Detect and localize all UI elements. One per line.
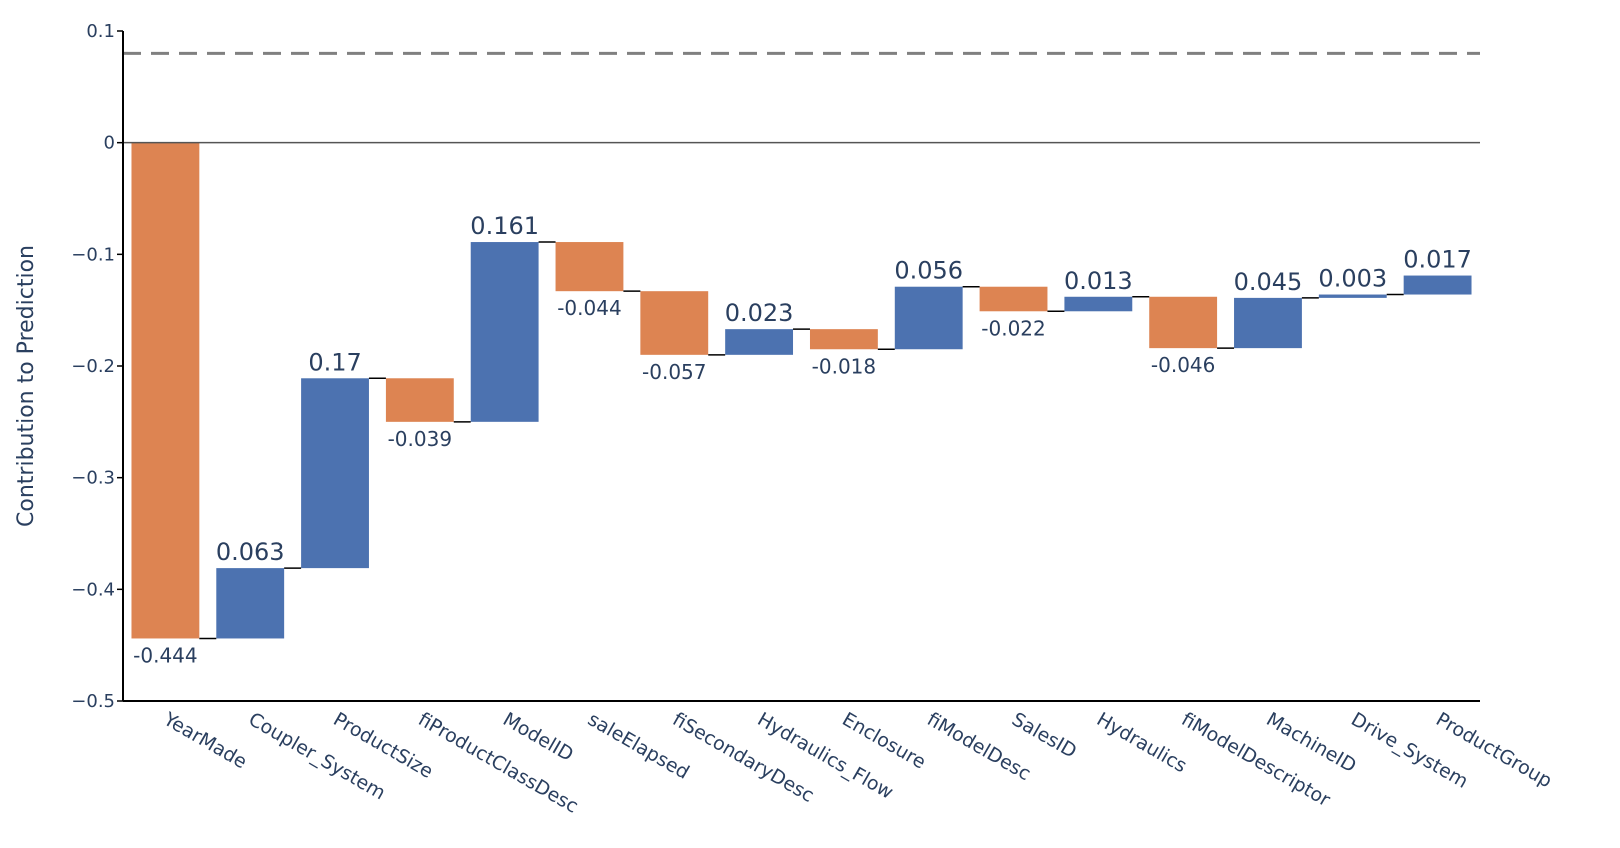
bar [809, 329, 878, 350]
value-label: -0.039 [388, 427, 452, 451]
value-labels-group: -0.444 0.063 0.17 -0.039 0.161 -0.044 -0.057 0.… [133, 212, 1472, 667]
x-category-label: fiProductClassDesc [414, 708, 582, 817]
value-label: 0.003 [1318, 265, 1387, 293]
y-tick-label: 0.1 [86, 21, 115, 42]
value-label: 0.045 [1234, 268, 1303, 296]
x-category-label: fiSecondaryDesc [669, 708, 818, 807]
value-label: -0.022 [981, 316, 1045, 340]
value-label: 0.023 [725, 299, 794, 327]
y-tick-label: −0.5 [71, 691, 115, 712]
value-label: 0.017 [1403, 246, 1472, 274]
bar [979, 286, 1048, 312]
bar [1234, 297, 1302, 349]
y-axis-title: Contribution to Prediction [14, 245, 39, 527]
x-labels-group: YearMadeCoupler_SystemProductSizefiProdu… [159, 708, 1556, 818]
y-ticks-group: 0.1 0 −0.1 −0.2 −0.3 −0.4 −0.5 [71, 21, 123, 712]
value-label: 0.013 [1064, 267, 1133, 295]
bar [470, 242, 539, 422]
value-label: -0.046 [1151, 353, 1215, 377]
value-label: -0.444 [133, 643, 197, 667]
y-tick-label: −0.1 [71, 244, 115, 265]
value-label: 0.161 [470, 212, 539, 240]
y-tick-label: −0.4 [71, 579, 115, 600]
value-label: 0.063 [216, 538, 285, 566]
y-tick-label: −0.3 [71, 468, 115, 489]
x-category-label: Hydraulics [1093, 708, 1191, 777]
connectors-group [199, 241, 1404, 640]
bar [1064, 296, 1133, 312]
bar [131, 142, 200, 639]
x-category-label: fiModelDescriptor [1178, 708, 1334, 811]
bar [555, 242, 624, 292]
value-label: 0.17 [308, 348, 361, 376]
x-category-label: SalesID [1008, 708, 1080, 762]
bar [725, 329, 794, 355]
x-category-label: Coupler_System [245, 708, 389, 804]
bar [216, 568, 285, 639]
bar [301, 378, 369, 569]
bar [894, 286, 963, 350]
bar [1403, 275, 1472, 295]
value-label: 0.056 [894, 257, 963, 285]
value-label: -0.018 [812, 354, 876, 378]
y-tick-label: −0.2 [71, 356, 115, 377]
bar [1149, 296, 1218, 349]
bar [1318, 294, 1387, 298]
bar [385, 378, 454, 422]
y-tick-label: 0 [104, 133, 115, 154]
x-category-label: YearMade [159, 708, 251, 774]
value-label: -0.057 [642, 360, 706, 384]
bar [640, 291, 709, 355]
value-label: -0.044 [557, 296, 621, 320]
bars-group [131, 142, 1472, 639]
